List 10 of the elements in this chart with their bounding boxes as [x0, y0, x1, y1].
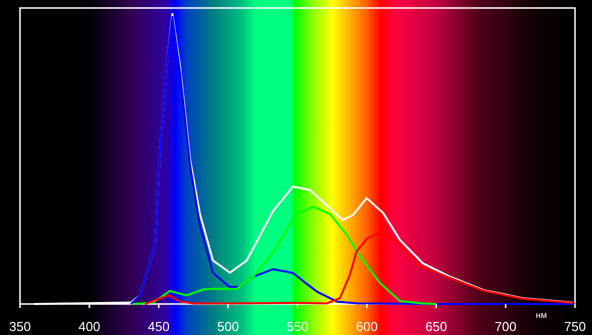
x-tick-label: 700: [494, 319, 516, 334]
x-tick-label: 550: [286, 319, 308, 334]
x-tick-label: 500: [217, 319, 239, 334]
x-tick-label: 450: [148, 319, 170, 334]
x-tick-label: 350: [9, 319, 31, 334]
x-tick-label: 650: [425, 319, 448, 334]
x-tick-label: 750: [564, 319, 586, 334]
x-axis-title: нм: [536, 310, 547, 320]
x-tick-label: 600: [356, 319, 378, 334]
x-tick-label: 400: [78, 319, 100, 334]
